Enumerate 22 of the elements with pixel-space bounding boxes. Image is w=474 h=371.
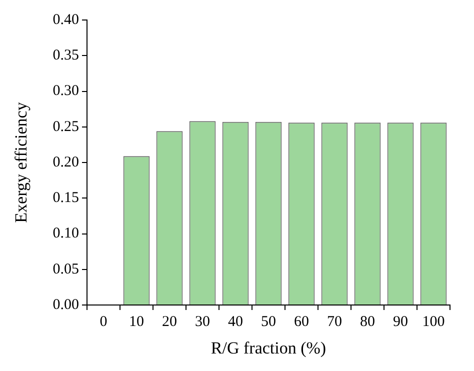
x-tick-label: 50 [261,314,276,330]
y-tick-label: 0.15 [52,190,79,206]
y-tick-label: 0.40 [52,12,79,28]
x-axis-title: R/G fraction (%) [210,338,326,358]
x-tick-label: 30 [195,314,210,330]
x-tick-label: 80 [360,314,375,330]
x-tick-label: 60 [294,314,309,330]
y-tick-label: 0.20 [52,154,79,170]
y-tick-label: 0.05 [52,261,79,278]
y-tick-label: 0.30 [52,83,79,100]
y-axis-title: Exergy efficiency [12,102,31,223]
y-tick-label: 0.00 [52,296,79,313]
x-tick-label: 90 [393,314,408,330]
x-tick-label: 20 [162,314,177,330]
x-tick-label: 40 [228,314,243,330]
y-tick-label: 0.35 [52,48,79,64]
x-tick-label: 10 [129,314,144,330]
y-tick-label: 0.25 [52,118,79,135]
y-tick-label: 0.10 [52,226,79,242]
x-tick-label: 70 [327,314,342,330]
x-tick-label: 100 [422,314,445,330]
x-tick-label: 0 [100,314,108,330]
